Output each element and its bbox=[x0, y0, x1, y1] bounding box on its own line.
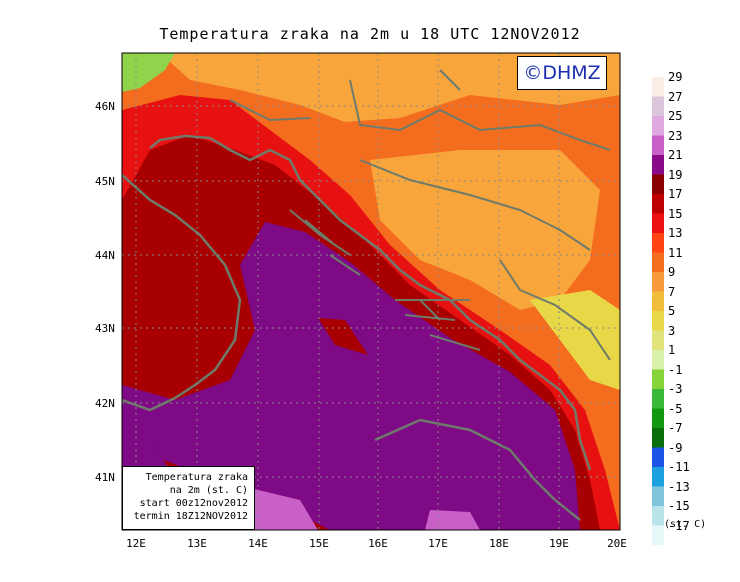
colorbar-swatch bbox=[652, 233, 664, 253]
colorbar-label: 3 bbox=[668, 323, 676, 338]
dhmz-logo: ©DHMZ bbox=[517, 56, 607, 90]
lon-label: 19E bbox=[549, 537, 569, 550]
colorbar-swatches bbox=[652, 77, 664, 545]
info-line: start 00z12nov2012 bbox=[139, 498, 248, 509]
colorbar-label: 17 bbox=[668, 187, 683, 201]
colorbar-label: -13 bbox=[668, 479, 690, 494]
southeast-yellow-field bbox=[530, 290, 620, 390]
south-purple-patch bbox=[250, 488, 318, 530]
colorbar-swatch bbox=[652, 272, 664, 292]
colorbar-label: 15 bbox=[668, 206, 683, 221]
colorbar-label: 19 bbox=[668, 167, 683, 182]
colorbar-label: -11 bbox=[668, 460, 690, 474]
colorbar-label: -5 bbox=[668, 401, 683, 416]
interior-light-orange-field bbox=[370, 150, 600, 310]
colorbar-swatch bbox=[652, 428, 664, 448]
tyrrhenian-sea bbox=[122, 430, 170, 470]
colorbar-swatch bbox=[652, 77, 664, 97]
gargano-coastline bbox=[374, 418, 581, 521]
info-line: na 2m (st. C) bbox=[169, 485, 248, 496]
colorbar-label: 9 bbox=[668, 265, 676, 279]
colorbar-swatch bbox=[652, 174, 664, 194]
lon-label: 17E bbox=[428, 537, 448, 550]
colorbar-swatch bbox=[652, 408, 664, 428]
colorbar-swatch bbox=[652, 311, 664, 331]
colorbar-swatch bbox=[652, 252, 664, 272]
info-line: Temperatura zraka bbox=[145, 472, 248, 483]
borders bbox=[229, 69, 611, 361]
colorbar-swatch bbox=[652, 350, 664, 370]
colorbar-swatch bbox=[652, 369, 664, 389]
lon-label: 16E bbox=[368, 537, 388, 550]
colorbar-unit: (st. C) bbox=[664, 519, 707, 530]
colorbar-swatch bbox=[652, 486, 664, 506]
lon-label: 13E bbox=[187, 537, 207, 550]
map-title: Temperatura zraka na 2m u 18 UTC 12NOV20… bbox=[159, 25, 581, 43]
colorbar-swatch bbox=[652, 467, 664, 487]
colorbar-label: 11 bbox=[668, 245, 683, 260]
northwest-green-field bbox=[122, 53, 175, 92]
islands bbox=[289, 209, 481, 351]
colorbar-swatch bbox=[652, 291, 664, 311]
adriatic-sea bbox=[122, 222, 580, 530]
lat-label: 41N bbox=[95, 471, 115, 484]
colorbar-label: 13 bbox=[668, 226, 683, 240]
colorbar-label: 1 bbox=[668, 343, 676, 357]
coastline bbox=[149, 134, 592, 471]
italy-coastline bbox=[122, 174, 242, 412]
lat-label: 44N bbox=[95, 249, 115, 262]
lat-label: 42N bbox=[95, 397, 115, 410]
colorbar-swatch bbox=[652, 525, 664, 545]
colorbar-label: 25 bbox=[668, 109, 683, 123]
map-frame bbox=[121, 52, 621, 531]
colorbar-swatch bbox=[652, 155, 664, 175]
lon-label: 12E bbox=[126, 537, 146, 550]
colorbar-swatch bbox=[652, 330, 664, 350]
lat-label: 46N bbox=[95, 100, 115, 113]
colorbar-label: -9 bbox=[668, 440, 683, 455]
colorbar-swatch bbox=[652, 116, 664, 136]
info-line: termin 18Z12NOV2012 bbox=[133, 511, 248, 522]
lon-label: 20E bbox=[607, 537, 627, 550]
lon-label: 14E bbox=[248, 537, 268, 550]
lon-label: 18E bbox=[489, 537, 509, 550]
graticule bbox=[122, 53, 620, 530]
colorbar-label: -3 bbox=[668, 382, 683, 396]
colorbar-label: 7 bbox=[668, 284, 676, 299]
colorbar-swatch bbox=[652, 506, 664, 526]
colorbar-label: -15 bbox=[668, 499, 690, 513]
south-purple-patch-2 bbox=[425, 510, 480, 530]
colorbar-swatch bbox=[652, 447, 664, 467]
colorbar-label: -7 bbox=[668, 421, 683, 435]
colorbar-swatch bbox=[652, 194, 664, 214]
colorbar-label: -17 bbox=[668, 518, 690, 533]
colorbar-swatch bbox=[652, 213, 664, 233]
info-box: Temperatura zraka na 2m (st. C) start 00… bbox=[122, 466, 255, 530]
colorbar-label: 29 bbox=[668, 70, 683, 84]
colorbar-label: 21 bbox=[668, 148, 683, 162]
lat-label: 45N bbox=[95, 175, 115, 188]
colorbar-label: 23 bbox=[668, 128, 683, 143]
colorbar-swatch bbox=[652, 96, 664, 116]
lat-label: 43N bbox=[95, 322, 115, 335]
colorbar-swatch bbox=[652, 389, 664, 409]
colorbar-label: 5 bbox=[668, 304, 676, 318]
warm-patch bbox=[318, 318, 368, 355]
colorbar-swatch bbox=[652, 135, 664, 155]
north-light-orange-field bbox=[160, 53, 620, 122]
colorbar-label: 27 bbox=[668, 89, 683, 104]
lon-label: 15E bbox=[309, 537, 329, 550]
colorbar-label: -1 bbox=[668, 362, 683, 377]
